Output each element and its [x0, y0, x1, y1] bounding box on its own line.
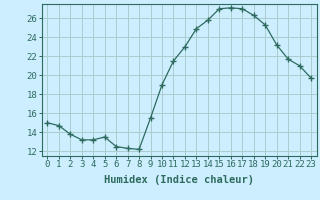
X-axis label: Humidex (Indice chaleur): Humidex (Indice chaleur)	[104, 175, 254, 185]
